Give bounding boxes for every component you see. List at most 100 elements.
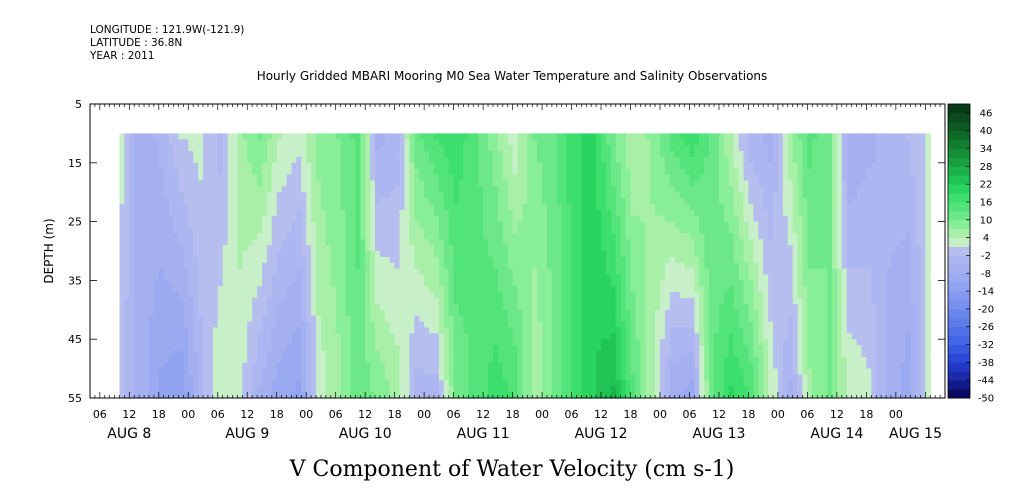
heatmap-cell bbox=[468, 245, 474, 252]
heatmap-cell bbox=[601, 368, 607, 376]
heatmap-cell bbox=[360, 221, 366, 229]
heatmap-cell bbox=[551, 298, 558, 305]
heatmap-cell bbox=[448, 168, 455, 176]
heatmap-cell bbox=[261, 321, 268, 329]
heatmap-cell bbox=[148, 368, 155, 376]
heatmap-cell bbox=[291, 327, 297, 334]
heatmap-cell bbox=[566, 239, 573, 246]
heatmap-cell bbox=[198, 198, 204, 205]
heatmap-cell bbox=[635, 145, 641, 152]
heatmap-cell bbox=[281, 186, 288, 193]
heatmap-cell bbox=[527, 251, 533, 258]
heatmap-cell bbox=[414, 309, 420, 317]
heatmap-cell bbox=[492, 315, 499, 323]
heatmap-cell bbox=[163, 174, 170, 182]
heatmap-cell bbox=[497, 174, 504, 182]
heatmap-cell bbox=[365, 174, 371, 182]
heatmap-cell bbox=[266, 139, 273, 146]
heatmap-cell bbox=[350, 227, 356, 234]
heatmap-cell bbox=[320, 168, 327, 176]
heatmap-cell bbox=[561, 315, 568, 323]
heatmap-cell bbox=[394, 327, 401, 334]
heatmap-cell bbox=[389, 298, 396, 305]
heatmap-cell bbox=[605, 380, 612, 387]
heatmap-cell bbox=[640, 215, 646, 223]
heatmap-cell bbox=[271, 392, 278, 399]
heatmap-cell bbox=[502, 168, 509, 176]
heatmap-cell bbox=[375, 221, 381, 229]
heatmap-cell bbox=[517, 356, 524, 364]
heatmap-cell bbox=[537, 374, 543, 381]
heatmap-cell bbox=[276, 321, 283, 329]
heatmap-cell bbox=[340, 362, 347, 370]
heatmap-cell bbox=[566, 292, 573, 299]
heatmap-cell bbox=[586, 145, 592, 152]
heatmap-cell bbox=[335, 133, 342, 140]
heatmap-cell bbox=[591, 145, 597, 152]
heatmap-cell bbox=[542, 221, 548, 229]
heatmap-cell bbox=[414, 292, 420, 299]
heatmap-cell bbox=[478, 174, 484, 182]
heatmap-cell bbox=[183, 186, 189, 193]
heatmap-cell bbox=[645, 286, 651, 293]
heatmap-cell bbox=[158, 251, 165, 258]
heatmap-cell bbox=[207, 251, 214, 258]
heatmap-cell bbox=[404, 321, 410, 329]
heatmap-cell bbox=[375, 392, 381, 399]
heatmap-cell bbox=[556, 386, 563, 393]
heatmap-cell bbox=[615, 151, 622, 158]
heatmap-cell bbox=[488, 298, 494, 305]
heatmap-cell bbox=[488, 168, 494, 176]
heatmap-cell bbox=[630, 186, 637, 193]
heatmap-cell bbox=[286, 145, 293, 152]
heatmap-cell bbox=[188, 315, 194, 323]
heatmap-cell bbox=[163, 215, 170, 223]
heatmap-cell bbox=[522, 345, 528, 352]
heatmap-cell bbox=[512, 392, 519, 399]
heatmap-cell bbox=[404, 392, 410, 399]
heatmap-cell bbox=[542, 327, 548, 334]
heatmap-cell bbox=[198, 321, 204, 329]
heatmap-cell bbox=[247, 245, 253, 252]
heatmap-cell bbox=[601, 333, 607, 340]
heatmap-cell bbox=[527, 186, 533, 193]
heatmap-cell bbox=[566, 186, 573, 193]
heatmap-cell bbox=[650, 221, 656, 229]
heatmap-cell bbox=[507, 262, 514, 270]
heatmap-cell bbox=[625, 292, 632, 299]
heatmap-cell bbox=[247, 356, 253, 364]
heatmap-cell bbox=[546, 245, 553, 252]
heatmap-cell bbox=[561, 350, 568, 358]
heatmap-cell bbox=[296, 262, 302, 270]
heatmap-cell bbox=[350, 333, 356, 340]
heatmap-cell bbox=[193, 350, 199, 358]
heatmap-cell bbox=[193, 233, 199, 240]
heatmap-cell bbox=[193, 362, 199, 370]
heatmap-cell bbox=[537, 298, 543, 305]
heatmap-cell bbox=[453, 374, 460, 381]
heatmap-cell bbox=[296, 198, 302, 205]
heatmap-cell bbox=[227, 333, 234, 340]
heatmap-cell bbox=[527, 392, 533, 399]
heatmap-cell bbox=[379, 315, 386, 323]
heatmap-cell bbox=[517, 256, 524, 264]
heatmap-cell bbox=[601, 339, 607, 346]
heatmap-cell bbox=[193, 286, 199, 293]
heatmap-cell bbox=[153, 392, 160, 399]
heatmap-cell bbox=[384, 139, 391, 146]
heatmap-cell bbox=[291, 186, 297, 193]
heatmap-cell bbox=[532, 233, 538, 240]
heatmap-cell bbox=[399, 303, 406, 311]
heatmap-cell bbox=[207, 133, 214, 140]
heatmap-cell bbox=[660, 315, 666, 323]
heatmap-cell bbox=[266, 198, 273, 205]
heatmap-cell bbox=[630, 251, 637, 258]
heatmap-cell bbox=[438, 292, 445, 299]
heatmap-cell bbox=[247, 262, 253, 270]
heatmap-cell bbox=[502, 286, 509, 293]
heatmap-cell bbox=[660, 292, 666, 299]
heatmap-cell bbox=[463, 233, 469, 240]
heatmap-cell bbox=[492, 133, 499, 140]
heatmap-cell bbox=[512, 203, 519, 211]
heatmap-cell bbox=[247, 145, 253, 152]
